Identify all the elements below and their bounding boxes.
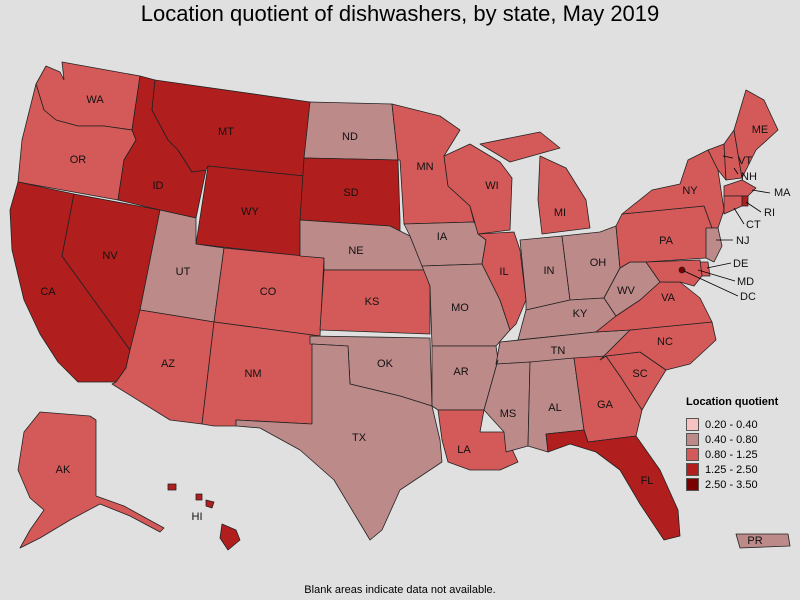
state-label-il: IL <box>499 266 508 278</box>
legend-item: 0.40 - 0.80 <box>686 432 778 447</box>
legend-title: Location quotient <box>686 396 779 408</box>
state-label-wi: WI <box>485 180 498 192</box>
state-label-ms: MS <box>500 408 517 420</box>
state-label-tx: TX <box>352 432 367 444</box>
state-label-hi: HI <box>192 511 203 523</box>
state-mi[interactable] <box>479 131 591 235</box>
state-label-mt: MT <box>218 126 234 138</box>
state-label-sc: SC <box>632 368 647 380</box>
state-label-mo: MO <box>451 302 469 314</box>
state-ct[interactable] <box>723 195 743 215</box>
state-label-ne: NE <box>348 245 363 257</box>
state-wi[interactable] <box>443 143 513 235</box>
map-title: Location quotient of dishwashers, by sta… <box>140 1 660 26</box>
state-hi[interactable] <box>167 483 241 551</box>
state-pr[interactable] <box>735 533 791 549</box>
legend-swatch <box>686 418 699 431</box>
legend-label: 1.25 - 2.50 <box>705 463 758 476</box>
state-label-az: AZ <box>161 358 175 370</box>
state-ri[interactable] <box>741 195 749 207</box>
state-label-md: MD <box>737 276 754 288</box>
state-label-mn: MN <box>416 161 433 173</box>
state-label-ga: GA <box>597 399 614 411</box>
state-label-va: VA <box>661 292 676 304</box>
legend-label: 0.80 - 1.25 <box>705 448 758 461</box>
state-la[interactable] <box>437 409 519 471</box>
state-label-pa: PA <box>659 235 674 247</box>
legend-item: 0.80 - 1.25 <box>686 447 778 462</box>
state-il[interactable] <box>477 231 527 331</box>
state-ma[interactable] <box>723 179 757 197</box>
state-fl[interactable] <box>545 429 681 541</box>
state-label-ak: AK <box>56 464 71 476</box>
state-label-de: DE <box>733 258 748 270</box>
state-label-ri: RI <box>764 207 775 219</box>
state-label-nv: NV <box>102 250 118 262</box>
state-label-or: OR <box>70 154 87 166</box>
legend-item: 0.20 - 0.40 <box>686 417 778 432</box>
state-label-ar: AR <box>453 366 468 378</box>
state-me[interactable] <box>733 89 779 179</box>
legend-swatch <box>686 448 699 461</box>
state-dc[interactable] <box>678 266 686 274</box>
state-label-nj: NJ <box>736 235 749 247</box>
state-label-vt: VT <box>738 155 752 167</box>
state-label-dc: DC <box>740 291 756 303</box>
state-label-nc: NC <box>657 336 673 348</box>
legend-label: 0.20 - 0.40 <box>705 418 758 431</box>
state-label-ky: KY <box>573 308 588 320</box>
state-ks[interactable] <box>319 269 431 335</box>
state-label-oh: OH <box>590 257 607 269</box>
footnote: Blank areas indicate data not available. <box>304 584 496 596</box>
state-label-in: IN <box>544 265 555 277</box>
state-label-pr: PR <box>747 535 762 547</box>
state-ak[interactable] <box>17 411 165 549</box>
state-label-ut: UT <box>176 266 191 278</box>
legend-label: 2.50 - 3.50 <box>705 478 758 491</box>
state-label-nd: ND <box>342 131 358 143</box>
state-label-ma: MA <box>774 187 791 199</box>
state-label-wa: WA <box>86 94 104 106</box>
state-label-ny: NY <box>682 185 698 197</box>
legend-swatch <box>686 433 699 446</box>
state-label-nm: NM <box>244 368 261 380</box>
legend-swatch <box>686 463 699 476</box>
state-label-nh: NH <box>741 171 757 183</box>
state-label-mi: MI <box>554 207 566 219</box>
state-label-al: AL <box>548 402 561 414</box>
state-label-wy: WY <box>241 206 259 218</box>
state-label-fl: FL <box>641 475 654 487</box>
legend-item: 1.25 - 2.50 <box>686 462 778 477</box>
state-label-tn: TN <box>551 345 566 357</box>
legend: Location quotient 0.20 - 0.40 0.40 - 0.80… <box>686 396 778 492</box>
state-label-la: LA <box>457 444 471 456</box>
label-leader-lines <box>683 155 771 297</box>
state-label-ks: KS <box>365 296 380 308</box>
legend-swatch <box>686 478 699 491</box>
state-tx[interactable] <box>235 343 443 541</box>
state-label-ia: IA <box>437 231 448 243</box>
state-label-ct: CT <box>746 219 761 231</box>
legend-label: 0.40 - 0.80 <box>705 433 758 446</box>
state-label-id: ID <box>153 180 164 192</box>
legend-item: 2.50 - 3.50 <box>686 477 778 492</box>
state-label-me: ME <box>752 124 769 136</box>
state-label-ok: OK <box>377 358 394 370</box>
state-md[interactable] <box>645 259 703 287</box>
state-label-ca: CA <box>40 286 56 298</box>
state-label-sd: SD <box>343 187 358 199</box>
state-label-co: CO <box>260 286 277 298</box>
state-label-wv: WV <box>617 285 635 297</box>
state-nj[interactable] <box>705 227 723 263</box>
